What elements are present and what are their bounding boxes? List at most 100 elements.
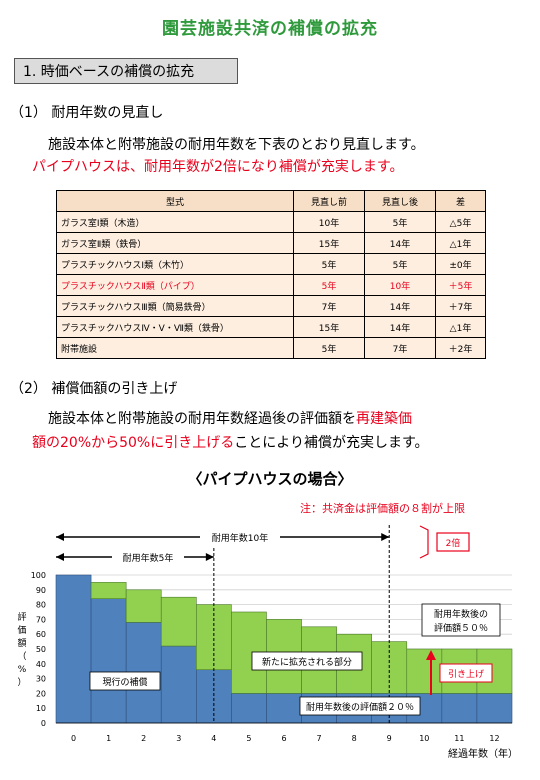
bar-current [90, 598, 127, 724]
double-box [436, 532, 470, 552]
cell-type: ガラス室Ⅰ類（木造） [56, 211, 294, 233]
table-header-row: 型式 見直し前 見直し後 差 [56, 190, 486, 212]
y-tick-label: 100 [31, 571, 46, 580]
header-type: 型式 [56, 190, 294, 212]
x-tick-label: 3 [176, 734, 181, 743]
cell-before: 5年 [293, 337, 365, 359]
table-row: プラスチックハウスⅠ類（木竹） 5年 5年 ±0年 [56, 253, 486, 275]
y-axis-label-char: ） [17, 677, 26, 688]
x-tick-label: 7 [317, 734, 322, 743]
label-raise: 引き上げ [448, 669, 484, 680]
subsection-heading-2: （2） 補償価額の引き上げ [10, 381, 178, 397]
x-tick-label: 8 [352, 734, 357, 743]
x-tick-label: 0 [71, 734, 76, 743]
y-tick-label: 50 [36, 645, 46, 654]
cell-after: 14年 [364, 295, 436, 317]
label-after20: 耐用年数後の評価額２０％ [306, 701, 414, 713]
cell-type: 附帯施設 [56, 337, 294, 359]
bar-expanded [160, 596, 197, 647]
cell-after: 5年 [364, 253, 436, 275]
arrowhead [56, 533, 64, 541]
bar-expanded [125, 589, 162, 623]
arrowhead [205, 553, 214, 561]
y-tick-label: 80 [36, 601, 46, 610]
chart-note: 注：共済金は評価額の８割が上限 [300, 502, 465, 515]
paragraph-2-line-1: 施設本体と附帯施設の耐用年数経過後の評価額を再建築価 [48, 408, 412, 428]
cell-before: 15年 [293, 316, 365, 338]
arrowhead [381, 533, 390, 541]
bracket [419, 525, 429, 559]
label-bg [200, 529, 280, 545]
label-life-5: 耐用年数5年 [123, 552, 174, 564]
x-tick-label: 2 [141, 734, 146, 743]
y-tick-label: 20 [36, 689, 46, 698]
x-tick-label: 6 [281, 734, 286, 743]
label-box [251, 651, 363, 671]
cell-before: 10年 [293, 211, 365, 233]
label-double: 2倍 [446, 537, 461, 549]
bar-current [231, 693, 267, 724]
bar-expanded [90, 582, 127, 599]
y-tick-label: 70 [36, 615, 46, 624]
y-tick-label: 60 [36, 630, 46, 639]
label-box [89, 671, 161, 691]
y-axis-label-char: 評 [17, 611, 26, 623]
cell-diff: ＋7年 [435, 295, 486, 317]
raise-box [439, 663, 493, 683]
table-row: プラスチックハウスⅢ類（簡易鉄骨） 7年 14年 ＋7年 [56, 295, 486, 317]
x-tick-label: 1 [106, 734, 111, 743]
paragraph-2-text-c: 額の20%から50%に引き上げる [32, 435, 235, 451]
label-expanded: 新たに拡充される部分 [262, 656, 352, 668]
cell-before: 7年 [293, 295, 365, 317]
bar-current [266, 693, 302, 724]
cell-after: 10年 [364, 274, 436, 296]
x-tick-label: 12 [489, 734, 499, 743]
y-tick-label: 90 [36, 586, 46, 595]
cell-type: プラスチックハウスⅢ類（簡易鉄骨） [56, 295, 294, 317]
bar-expanded [406, 648, 443, 694]
cell-type: プラスチックハウスⅣ・Ⅴ・Ⅶ類（鉄骨） [56, 316, 294, 338]
page-title: 園芸施設共済の補償の拡充 [162, 19, 378, 39]
x-tick-label: 5 [246, 734, 251, 743]
x-axis-label: 経過年数（年） [448, 747, 518, 760]
cell-diff: ±0年 [435, 253, 486, 275]
label-after50-line1: 耐用年数後の [434, 608, 488, 620]
paragraph-2-text-a: 施設本体と附帯施設の耐用年数経過後の評価額を [48, 411, 356, 427]
x-tick-label: 11 [454, 734, 464, 743]
y-tick-label: 0 [41, 719, 46, 728]
label-box [421, 603, 501, 637]
cell-type: プラスチックハウスⅠ類（木竹） [56, 253, 294, 275]
y-axis-label-char: （ [17, 651, 26, 662]
y-tick-label: 40 [36, 660, 46, 669]
table-row: プラスチックハウスⅣ・Ⅴ・Ⅶ類（鉄骨） 15年 14年 △1年 [56, 316, 486, 338]
cell-before: 5年 [293, 253, 365, 275]
label-life-10: 耐用年数10年 [212, 532, 268, 544]
label-box [299, 696, 421, 716]
header-after: 見直し後 [364, 190, 436, 212]
table-row: 附帯施設 5年 7年 ＋2年 [56, 337, 486, 359]
bar-current [476, 693, 513, 724]
y-axis-label-char: % [18, 665, 27, 675]
paragraph-1-line-1: 施設本体と附帯施設の耐用年数を下表のとおり見直します。 [48, 137, 425, 153]
label-bg [112, 549, 184, 565]
y-axis-label-char: 額 [17, 637, 26, 649]
y-tick-label: 10 [36, 704, 46, 713]
paragraph-1-line-2: パイプハウスは、耐用年数が2倍になり補償が充実します。 [32, 159, 404, 175]
cell-type: ガラス室Ⅱ類（鉄骨） [56, 232, 294, 254]
bar-current [55, 574, 92, 724]
section-heading: 1. 時価ベースの補償の拡充 [14, 58, 238, 84]
cell-diff: △1年 [435, 316, 486, 338]
cell-diff: △5年 [435, 211, 486, 233]
paragraph-2-text-b: 再建築価 [356, 411, 412, 427]
subsection-heading-1: （1） 耐用年数の見直し [10, 105, 164, 121]
cell-after: 7年 [364, 337, 436, 359]
x-tick-label: 9 [387, 734, 392, 743]
label-current: 現行の補償 [102, 676, 147, 688]
chart-heading: 〈パイプハウスの場合〉 [187, 470, 353, 488]
paragraph-2-line-2: 額の20%から50%に引き上げることにより補償が充実します。 [32, 432, 429, 452]
arrowhead [56, 553, 64, 561]
bar-current [441, 693, 478, 724]
table-row: ガラス室Ⅰ類（木造） 10年 5年 △5年 [56, 211, 486, 233]
x-tick-label: 4 [211, 734, 216, 743]
